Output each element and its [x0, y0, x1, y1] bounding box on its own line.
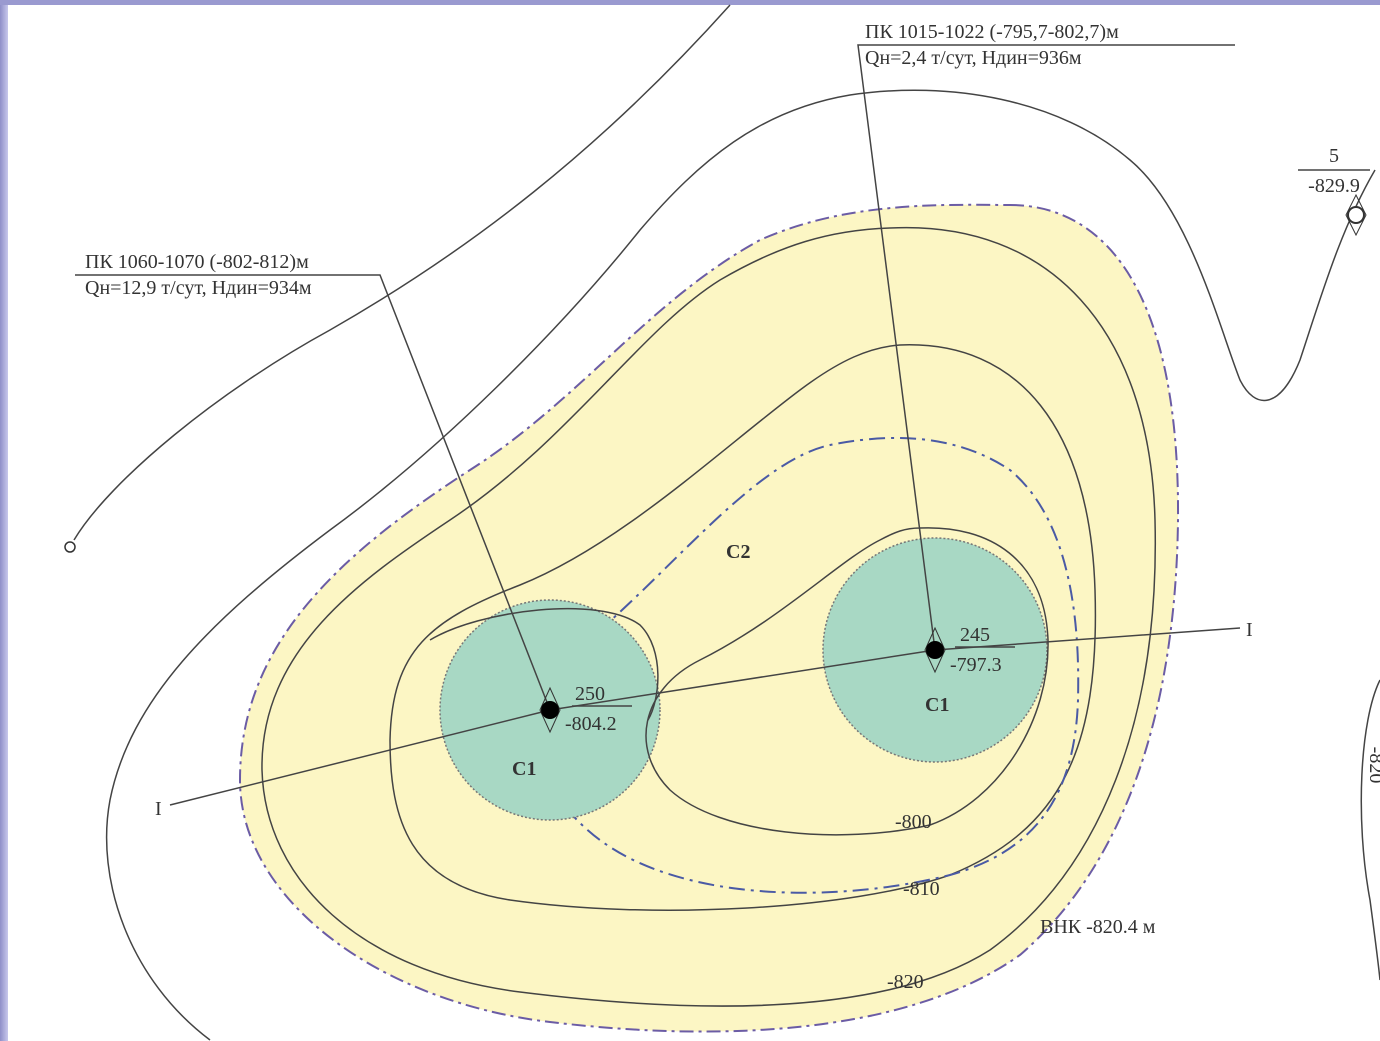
well-symbol: [1345, 193, 1367, 237]
category: C1: [925, 694, 949, 716]
leader-line: [75, 274, 551, 711]
contour-label: -800: [895, 811, 932, 833]
well-number: 245: [960, 624, 990, 646]
well-elevation: -804.2: [565, 713, 617, 735]
perforation: ПК 1015-1022 (-795,7-802,7)м: [865, 21, 1119, 43]
contour-label: -820: [1365, 747, 1380, 784]
category: C1: [512, 758, 536, 780]
oil-zone: [238, 203, 1180, 1033]
contour-label: -810: [903, 878, 940, 900]
zone-label: C2: [726, 541, 750, 563]
section-label: I: [155, 798, 162, 820]
production: Qн=2,4 т/сут, Hдин=936м: [865, 47, 1082, 69]
leader-line: [857, 44, 1235, 651]
well: [541, 701, 559, 719]
contour: [429, 607, 659, 721]
well-symbol: [539, 686, 561, 734]
well-elevation: -797.3: [950, 654, 1002, 676]
well: [1347, 206, 1365, 224]
contour: [1360, 679, 1380, 981]
section-label: I: [1246, 619, 1253, 641]
contour: [105, 89, 1376, 1041]
contour-end: [64, 541, 76, 553]
contour: [389, 344, 1097, 911]
c2-boundary: [542, 437, 1080, 894]
production: Qн=12,9 т/сут, Hдин=934м: [85, 277, 312, 299]
frame-left: [0, 0, 8, 1041]
well-symbol: [924, 626, 946, 674]
well-number: 5: [1329, 145, 1339, 167]
well-elevation: -829.9: [1308, 175, 1360, 197]
frame-top: [0, 0, 1380, 5]
perforation: ПК 1060-1070 (-802-812)м: [85, 251, 309, 273]
well: [926, 641, 944, 659]
owc-label: ВНК -820.4 м: [1040, 916, 1156, 938]
contour: [73, 4, 731, 541]
contour: [261, 226, 1157, 1007]
section-line: [169, 627, 1241, 806]
contour-label: -820: [887, 971, 924, 993]
contour: [645, 527, 1049, 836]
well-number: 250: [575, 683, 605, 705]
